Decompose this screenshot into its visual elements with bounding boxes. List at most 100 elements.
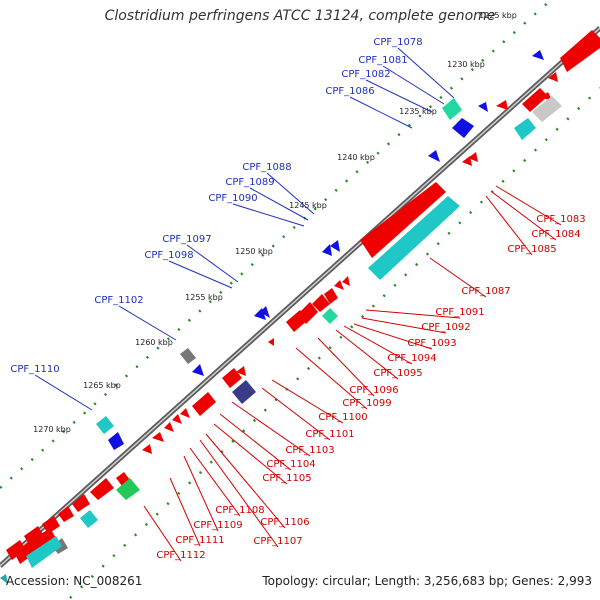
gene-feature-cyan[interactable] — [96, 416, 114, 434]
gene-feature-red[interactable] — [560, 30, 600, 72]
gene-label[interactable]: CPF_1096 — [349, 385, 398, 396]
gene-feature-red[interactable] — [268, 338, 274, 346]
gene-feature-cyan[interactable] — [80, 510, 98, 528]
gene-label[interactable]: CPF_1083 — [536, 214, 585, 225]
gene-feature-blue[interactable] — [322, 244, 332, 256]
gene-feature-red[interactable] — [236, 366, 246, 376]
gene-feature-blue[interactable] — [330, 240, 340, 252]
gene-feature-blue[interactable] — [478, 102, 488, 112]
gene-feature-red[interactable] — [298, 302, 318, 324]
gene-label[interactable]: CPF_1087 — [461, 286, 510, 297]
gene-feature-red[interactable] — [496, 100, 508, 110]
gene-feature-navy[interactable] — [232, 380, 256, 404]
gene-feature-red[interactable] — [72, 494, 90, 512]
gene-label[interactable]: CPF_1098 — [144, 250, 193, 261]
gene-label[interactable]: CPF_1093 — [407, 338, 456, 349]
genome-backbone — [0, 26, 600, 568]
gene-feature-red[interactable] — [6, 540, 26, 560]
gene-label[interactable]: CPF_1111 — [175, 535, 224, 546]
ruler-tick-label: 1235 kbp — [399, 107, 437, 116]
ruler-tick-label: 1250 kbp — [235, 247, 273, 256]
gene-label[interactable]: CPF_1100 — [318, 412, 367, 423]
leader-line — [353, 323, 433, 350]
accession-text: Accession: NC_008261 — [6, 574, 143, 588]
gene-feature-red[interactable] — [58, 506, 74, 522]
gene-feature-red[interactable] — [14, 528, 56, 564]
gene-label[interactable]: CPF_1088 — [242, 162, 291, 173]
leader-line — [361, 317, 447, 334]
gene-label[interactable]: CPF_1108 — [215, 505, 264, 516]
gene-feature-red[interactable] — [164, 422, 174, 432]
gene-feature-red[interactable] — [222, 368, 242, 388]
gene-label[interactable]: CPF_1082 — [341, 69, 390, 80]
gene-feature-blue[interactable] — [532, 50, 544, 60]
gene-feature-red[interactable] — [468, 152, 478, 162]
gene-feature-red[interactable] — [24, 526, 44, 546]
gene-label[interactable]: CPF_1106 — [260, 517, 309, 528]
leader-line — [485, 195, 533, 256]
gene-feature-red[interactable] — [142, 444, 152, 454]
gene-feature-grey[interactable] — [180, 348, 196, 364]
gene-feature-teal[interactable] — [322, 308, 338, 324]
gene-feature-blue[interactable] — [108, 432, 124, 450]
gene-feature-red[interactable] — [342, 276, 350, 286]
leader-line — [186, 244, 239, 283]
gene-feature-red[interactable] — [180, 408, 190, 418]
ruler-tick-label: 1260 kbp — [135, 338, 173, 347]
gene-feature-grey[interactable] — [532, 96, 562, 122]
gene-feature-red[interactable] — [172, 414, 182, 424]
gene-feature-red[interactable] — [540, 92, 552, 100]
gene-feature-red[interactable] — [42, 516, 60, 534]
gene-feature-red[interactable] — [548, 72, 558, 82]
leader-line — [397, 47, 455, 99]
leader-line — [143, 505, 182, 562]
gene-label[interactable]: CPF_1103 — [285, 445, 334, 456]
leader-line — [168, 260, 233, 289]
gene-feature-blue[interactable] — [428, 150, 440, 162]
gene-feature-teal[interactable] — [442, 98, 462, 120]
gene-label[interactable]: CPF_1084 — [531, 229, 580, 240]
gene-feature-cyan[interactable] — [514, 118, 536, 140]
gene-feature-red[interactable] — [90, 478, 114, 500]
gene-label[interactable]: CPF_1092 — [421, 322, 470, 333]
gene-label[interactable]: CPF_1102 — [94, 295, 143, 306]
gene-feature-blue[interactable] — [452, 118, 474, 138]
gene-label[interactable]: CPF_1107 — [253, 536, 302, 547]
gene-label[interactable]: CPF_1109 — [193, 520, 242, 531]
gene-label[interactable]: CPF_1085 — [507, 244, 556, 255]
gene-label[interactable]: CPF_1099 — [342, 398, 391, 409]
leader-line — [232, 203, 305, 227]
gene-label[interactable]: CPF_1081 — [358, 55, 407, 66]
leader-line — [317, 337, 375, 397]
leader-line — [382, 65, 445, 105]
leader-line — [495, 185, 562, 226]
ruler-tick-label: 1270 kbp — [33, 425, 71, 434]
gene-feature-green[interactable] — [116, 478, 140, 500]
gene-label[interactable]: CPF_1086 — [325, 86, 374, 97]
gene-feature-blue[interactable] — [260, 306, 270, 318]
gene-feature-red[interactable] — [324, 288, 338, 304]
gene-label[interactable]: CPF_1097 — [162, 234, 211, 245]
gene-feature-red[interactable] — [334, 280, 344, 290]
gene-feature-red[interactable] — [522, 88, 548, 112]
gene-label[interactable]: CPF_1089 — [225, 177, 274, 188]
gene-label[interactable]: CPF_1091 — [435, 307, 484, 318]
gene-feature-red[interactable] — [152, 432, 164, 442]
gene-feature-cyan[interactable] — [26, 536, 62, 568]
gene-label[interactable]: CPF_1090 — [208, 193, 257, 204]
gene-feature-blue[interactable] — [192, 364, 204, 376]
gene-label[interactable]: CPF_1104 — [266, 459, 315, 470]
gene-feature-cyan-large[interactable] — [368, 196, 460, 280]
gene-label[interactable]: CPF_1110 — [10, 364, 59, 375]
gene-feature-red[interactable] — [312, 294, 330, 312]
gene-label[interactable]: CPF_1101 — [305, 429, 354, 440]
leader-line — [429, 257, 487, 298]
gene-feature-red-large[interactable] — [360, 182, 446, 258]
gene-label[interactable]: CPF_1095 — [373, 368, 422, 379]
gene-label[interactable]: CPF_1078 — [373, 37, 422, 48]
gene-label[interactable]: CPF_1112 — [156, 550, 205, 561]
gene-feature-red[interactable] — [192, 392, 216, 416]
gene-label[interactable]: CPF_1105 — [262, 473, 311, 484]
gene-feature-teal[interactable] — [0, 574, 8, 584]
gene-label[interactable]: CPF_1094 — [387, 353, 436, 364]
